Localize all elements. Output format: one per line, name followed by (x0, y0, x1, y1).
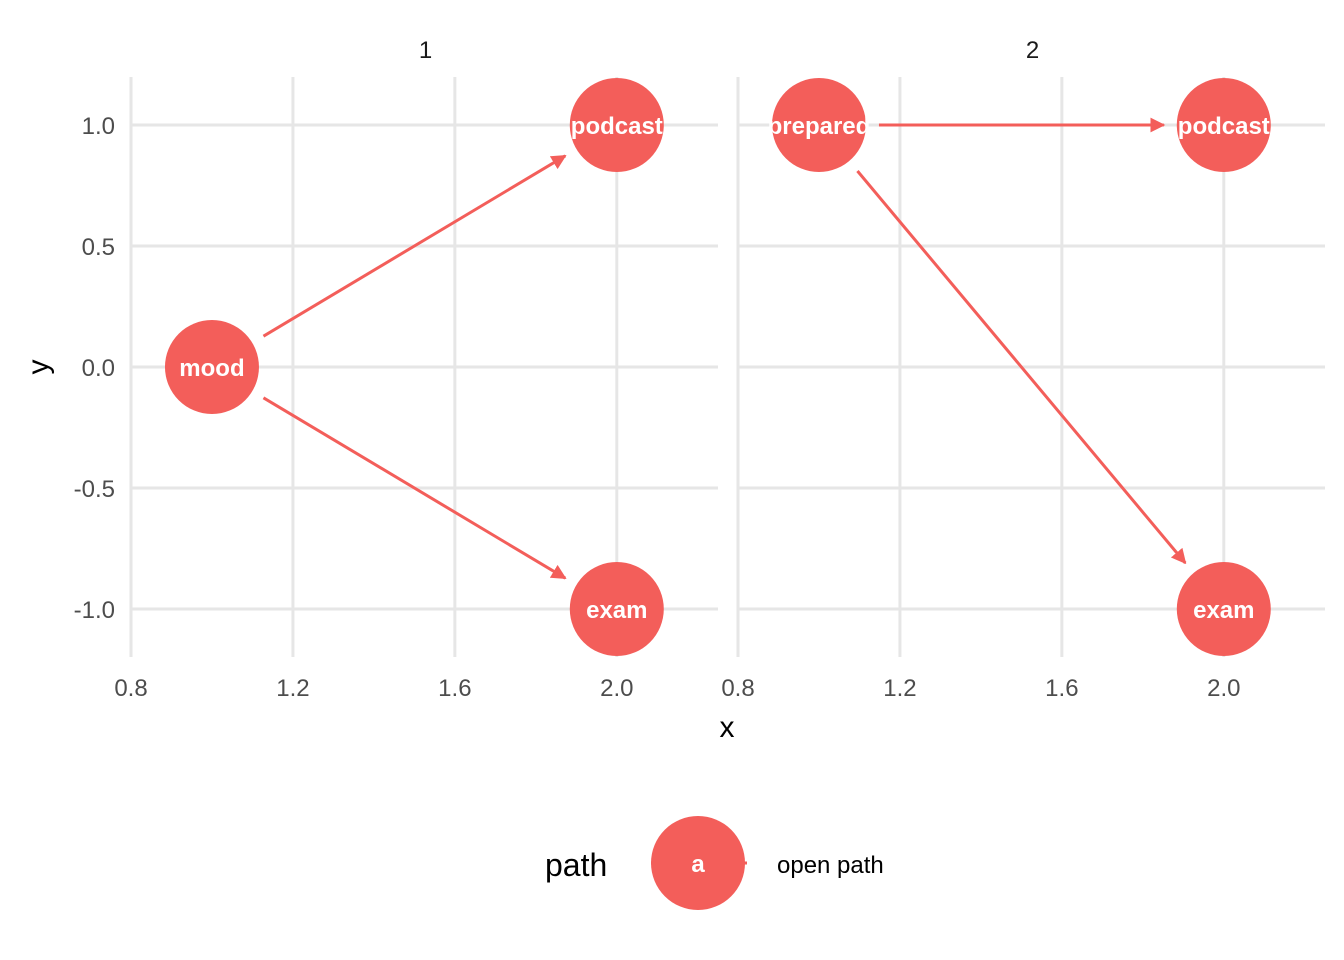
y-tick-label-3: -0.5 (74, 476, 115, 503)
y-tick-label-4: -1.0 (74, 597, 115, 624)
node-2-podcast (1176, 78, 1271, 172)
x-tick-label-1-3: 2.0 (600, 675, 633, 702)
y-axis-title: y (22, 360, 55, 375)
facet-strip-label-2: 2 (1026, 37, 1039, 64)
y-tick-label-1: 0.5 (82, 234, 115, 261)
facet-strip-label-1: 1 (419, 37, 432, 64)
legend-title: path (545, 847, 607, 883)
node-2-exam (1176, 562, 1271, 656)
edge-2-prepared-exam (856, 170, 1187, 565)
x-tick-label-2-0: 0.8 (721, 675, 754, 702)
node-label-1-mood: mood (179, 355, 244, 382)
node-2-prepared (771, 78, 866, 172)
y-tick-label-0: 1.0 (82, 113, 115, 140)
node-1-podcast (569, 78, 664, 172)
legend-key-node (651, 816, 745, 910)
node-label-2-podcast: podcast (1178, 113, 1270, 140)
node-label-2-prepared: prepared (768, 113, 871, 140)
node-label-2-exam: exam (1193, 597, 1254, 624)
node-label-1-exam: exam (586, 597, 647, 624)
node-1-exam (569, 562, 664, 656)
x-tick-label-1-2: 1.6 (438, 675, 471, 702)
x-axis-title: x (720, 711, 735, 744)
x-tick-label-2-3: 2.0 (1207, 675, 1240, 702)
edge-1-mood-podcast (262, 154, 567, 338)
legend-key-label: a (691, 851, 705, 878)
legend-entry-open-path: open path (777, 852, 884, 879)
y-tick-label-2: 0.0 (82, 355, 115, 382)
node-1-mood (164, 320, 259, 414)
edge-1-mood-exam (262, 396, 567, 580)
x-tick-label-1-0: 0.8 (114, 675, 147, 702)
x-tick-label-1-1: 1.2 (276, 675, 309, 702)
x-tick-label-2-2: 1.6 (1045, 675, 1078, 702)
x-tick-label-2-1: 1.2 (883, 675, 916, 702)
node-label-1-podcast: podcast (571, 113, 663, 140)
